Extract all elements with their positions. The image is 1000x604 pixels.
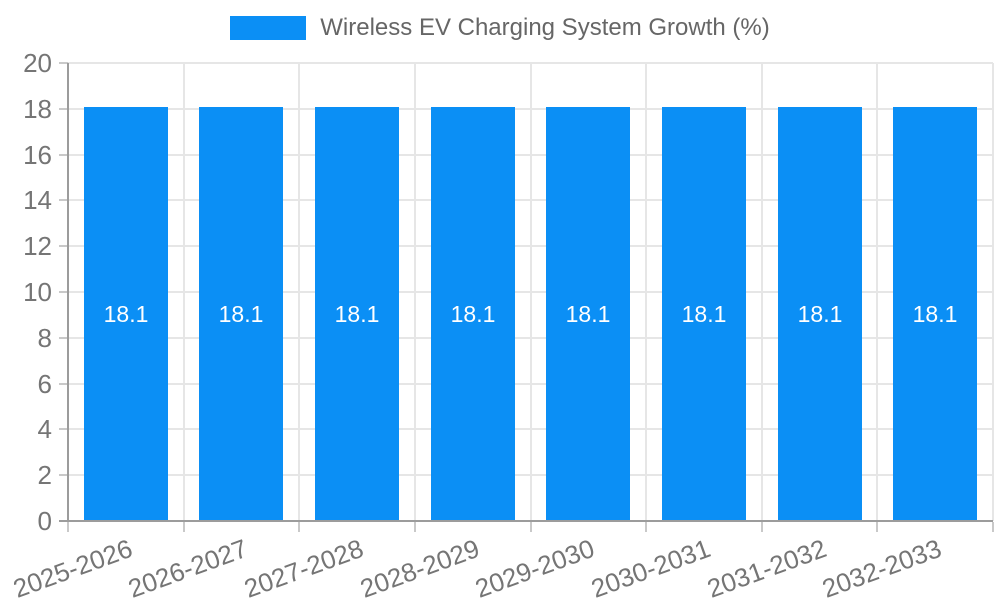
bar-2029-2030 xyxy=(546,107,630,520)
x-axis-tick xyxy=(67,522,69,532)
y-axis-tick-label: 14 xyxy=(23,185,52,215)
x-axis-tick xyxy=(645,522,647,532)
bar-value-label: 18.1 xyxy=(797,301,843,327)
y-axis-tick xyxy=(59,199,68,201)
y-axis-line xyxy=(67,63,69,521)
y-axis-tick xyxy=(59,383,68,385)
x-axis-category-label: 2025-2026 xyxy=(8,533,136,604)
y-axis-tick-label: 10 xyxy=(23,277,52,307)
y-axis-tick-label: 0 xyxy=(37,506,52,536)
y-axis-tick xyxy=(59,474,68,476)
x-axis-category-label: 2029-2030 xyxy=(470,533,598,604)
legend-series-label: Wireless EV Charging System Growth (%) xyxy=(320,14,770,41)
x-gridline xyxy=(876,63,878,521)
x-axis-category-label: 2030-2031 xyxy=(586,533,714,604)
x-axis-tick xyxy=(992,522,994,532)
x-gridline xyxy=(761,63,763,521)
x-axis-line xyxy=(59,520,993,522)
x-axis-tick xyxy=(298,522,300,532)
bar-value-label: 18.1 xyxy=(450,301,496,327)
y-axis-tick-label: 20 xyxy=(23,48,52,78)
x-gridline xyxy=(530,63,532,521)
bar-2030-2031 xyxy=(662,107,746,520)
x-axis-tick xyxy=(530,522,532,532)
x-axis-category-label: 2031-2032 xyxy=(702,533,830,604)
y-axis-tick-label: 2 xyxy=(37,460,52,490)
x-axis-category-label: 2026-2027 xyxy=(123,533,251,604)
x-gridline xyxy=(414,63,416,521)
x-axis-tick xyxy=(183,522,185,532)
y-axis-tick xyxy=(59,428,68,430)
chart-legend[interactable]: Wireless EV Charging System Growth (%) xyxy=(0,14,1000,42)
bar-value-label: 18.1 xyxy=(334,301,380,327)
bar-value-label: 18.1 xyxy=(103,301,149,327)
bar-2028-2029 xyxy=(431,107,515,520)
bar-2031-2032 xyxy=(778,107,862,520)
y-axis-tick-label: 4 xyxy=(37,414,52,444)
bar-2032-2033 xyxy=(893,107,977,520)
x-axis-tick xyxy=(876,522,878,532)
x-gridline xyxy=(183,63,185,521)
bar-value-label: 18.1 xyxy=(912,301,958,327)
y-axis-tick xyxy=(59,108,68,110)
x-axis-tick xyxy=(414,522,416,532)
x-gridline xyxy=(992,63,994,521)
y-axis-tick xyxy=(59,291,68,293)
bar-value-label: 18.1 xyxy=(681,301,727,327)
x-axis-category-label: 2028-2029 xyxy=(355,533,483,604)
bar-value-label: 18.1 xyxy=(218,301,264,327)
y-axis-tick-label: 12 xyxy=(23,231,52,261)
legend-color-swatch xyxy=(230,16,307,40)
bar-2026-2027 xyxy=(199,107,283,520)
x-axis-category-label: 2027-2028 xyxy=(239,533,367,604)
y-axis-tick xyxy=(59,337,68,339)
y-axis-tick-label: 16 xyxy=(23,140,52,170)
bar-value-label: 18.1 xyxy=(565,301,611,327)
x-gridline xyxy=(298,63,300,521)
bar-2025-2026 xyxy=(84,107,168,520)
y-axis-tick xyxy=(59,245,68,247)
y-axis-tick xyxy=(59,62,68,64)
y-axis-tick-label: 8 xyxy=(37,323,52,353)
y-axis-tick xyxy=(59,154,68,156)
x-axis-tick xyxy=(761,522,763,532)
x-gridline xyxy=(645,63,647,521)
y-axis-tick-label: 6 xyxy=(37,369,52,399)
y-axis-tick-label: 18 xyxy=(23,94,52,124)
bar-2027-2028 xyxy=(315,107,399,520)
x-axis-category-label: 2032-2033 xyxy=(817,533,945,604)
